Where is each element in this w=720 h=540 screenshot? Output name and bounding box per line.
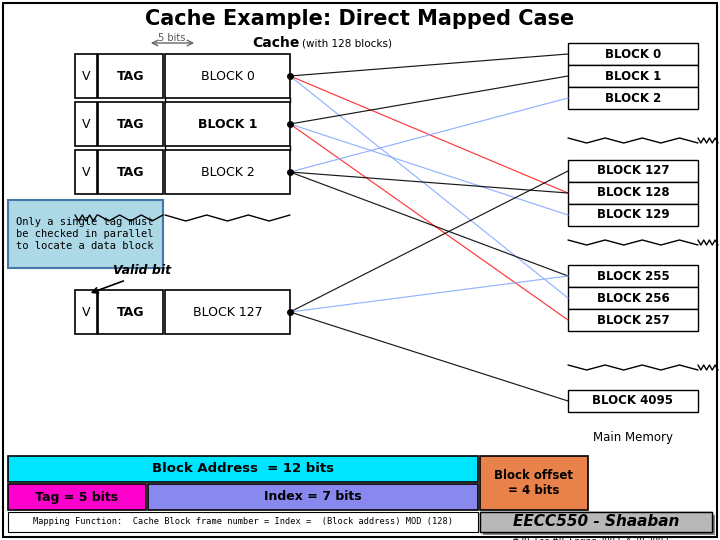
Bar (75, 102, 97, 146)
Text: Block Address  = 12 bits: Block Address = 12 bits (152, 462, 334, 476)
Bar (568, 265, 698, 287)
Bar (8, 456, 478, 482)
Text: Valid bit: Valid bit (113, 264, 171, 276)
Text: V: V (82, 70, 90, 83)
Bar (568, 182, 698, 204)
Text: Only a single tag must
be checked in parallel
to locate a data block: Only a single tag must be checked in par… (17, 218, 154, 251)
Text: #29  Lec #8  Spring 2003  4-28-2003: #29 Lec #8 Spring 2003 4-28-2003 (512, 537, 668, 540)
Text: BLOCK 0: BLOCK 0 (201, 70, 254, 83)
Text: BLOCK 129: BLOCK 129 (597, 208, 670, 221)
Bar (568, 43, 698, 65)
Text: BLOCK 1: BLOCK 1 (605, 70, 661, 83)
Text: BLOCK 0: BLOCK 0 (605, 48, 661, 60)
Text: BLOCK 2: BLOCK 2 (605, 91, 661, 105)
Bar (480, 456, 588, 510)
Bar (98, 150, 163, 194)
Text: 5 bits: 5 bits (158, 33, 186, 43)
Text: BLOCK 4095: BLOCK 4095 (593, 395, 673, 408)
Text: EECC550 - Shaaban: EECC550 - Shaaban (513, 515, 679, 530)
Text: Cache: Cache (252, 36, 300, 50)
Text: TAG: TAG (117, 118, 144, 131)
Text: BLOCK 1: BLOCK 1 (198, 118, 257, 131)
Bar (165, 102, 290, 146)
Bar (75, 150, 97, 194)
Text: Block offset
= 4 bits: Block offset = 4 bits (495, 469, 574, 497)
Text: V: V (82, 165, 90, 179)
Bar (8, 200, 163, 268)
Text: BLOCK 128: BLOCK 128 (597, 186, 670, 199)
Bar (165, 54, 290, 98)
Bar (98, 102, 163, 146)
Bar (480, 512, 712, 532)
Bar (568, 160, 698, 182)
Bar (480, 512, 712, 532)
Bar (568, 309, 698, 331)
Bar (75, 54, 97, 98)
Bar (568, 204, 698, 226)
Bar (483, 515, 715, 535)
Text: Tag = 5 bits: Tag = 5 bits (35, 490, 119, 503)
Bar (568, 390, 698, 412)
Text: Main Memory: Main Memory (593, 431, 673, 444)
Text: BLOCK 257: BLOCK 257 (597, 314, 670, 327)
Bar (98, 54, 163, 98)
Text: Index = 7 bits: Index = 7 bits (264, 490, 362, 503)
Text: BLOCK 255: BLOCK 255 (597, 269, 670, 282)
Bar (75, 290, 97, 334)
Text: BLOCK 127: BLOCK 127 (597, 165, 670, 178)
Text: V: V (82, 306, 90, 319)
Bar (165, 290, 290, 334)
Text: TAG: TAG (117, 306, 144, 319)
Text: BLOCK 127: BLOCK 127 (193, 306, 262, 319)
Text: (with 128 blocks): (with 128 blocks) (302, 38, 392, 48)
Bar (568, 287, 698, 309)
Text: BLOCK 2: BLOCK 2 (201, 165, 254, 179)
Bar (98, 290, 163, 334)
Bar (8, 512, 478, 532)
Bar (8, 484, 146, 510)
Text: TAG: TAG (117, 70, 144, 83)
Bar (568, 87, 698, 109)
Bar (148, 484, 478, 510)
Bar (165, 150, 290, 194)
Text: Mapping Function:  Cache Block frame number = Index =  (Block address) MOD (128): Mapping Function: Cache Block frame numb… (33, 517, 453, 526)
Text: Cache Example: Direct Mapped Case: Cache Example: Direct Mapped Case (145, 9, 575, 29)
Text: TAG: TAG (117, 165, 144, 179)
Text: BLOCK 256: BLOCK 256 (597, 292, 670, 305)
Text: V: V (82, 118, 90, 131)
Bar (568, 65, 698, 87)
